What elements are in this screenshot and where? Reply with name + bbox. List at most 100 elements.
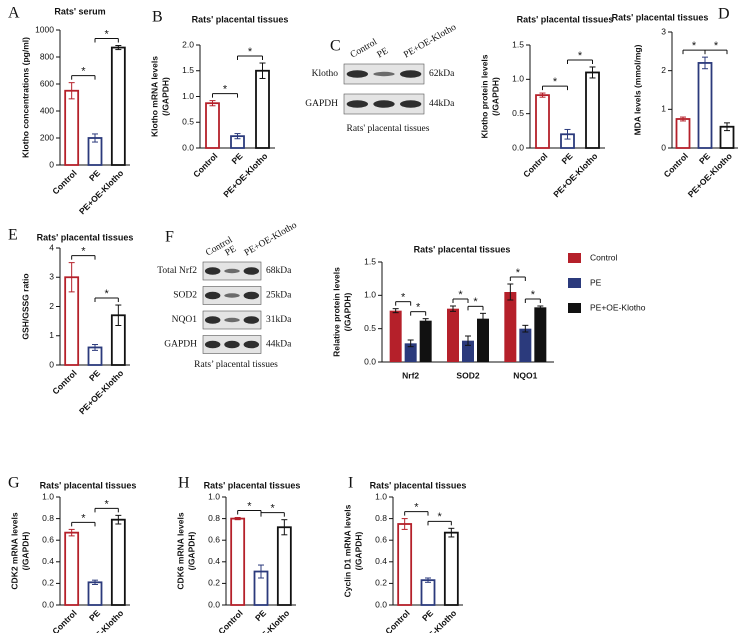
blot-band — [243, 291, 260, 300]
significance-label: * — [247, 500, 252, 512]
significance-label: * — [401, 292, 406, 304]
significance-label: * — [271, 503, 276, 515]
lane-label: PE — [376, 46, 391, 60]
panel-label: B — [152, 9, 163, 26]
blot-caption: Rats' placental tissues — [347, 124, 430, 134]
y-tick-label: 0.5 — [182, 117, 194, 127]
y-tick-label: 1.0 — [364, 290, 376, 300]
y-tick-label: 0.4 — [42, 556, 54, 566]
significance-label: * — [414, 502, 419, 514]
y-tick-label: 0.0 — [208, 599, 220, 609]
significance-label: * — [458, 289, 463, 301]
legend-swatch — [568, 253, 581, 263]
blot-caption: Rats’ placental tissues — [194, 360, 278, 370]
y-tick-label: 0 — [661, 142, 666, 152]
bar — [404, 343, 417, 362]
x-tick-label: PE+OE-Klotho — [77, 608, 125, 633]
chart-title: Rats' placental tissues — [40, 480, 137, 490]
bar — [462, 340, 474, 362]
y-tick-label: 0.0 — [364, 356, 376, 366]
size-label: 25kDa — [266, 291, 292, 301]
y-tick-label: 0.5 — [364, 323, 376, 333]
blot-band — [224, 293, 240, 298]
significance-label: * — [81, 246, 86, 258]
y-tick-label: 800 — [40, 51, 54, 61]
y-axis-label: Relative protein levels — [331, 267, 341, 357]
y-axis-label: (/GAPDH) — [186, 531, 196, 570]
y-tick-label: 0.8 — [208, 513, 220, 523]
x-tick-label: Control — [662, 151, 690, 179]
x-tick-label: SOD2 — [456, 370, 479, 380]
x-tick-label: Control — [50, 368, 78, 396]
legend-label: Control — [590, 252, 618, 262]
x-tick-label: PE+OE-Klotho — [551, 151, 599, 199]
chart-title: Rats' placental tissues — [612, 12, 709, 22]
blot-band — [243, 316, 260, 324]
blot-band — [224, 340, 240, 349]
blot-band — [346, 70, 369, 78]
bar — [519, 328, 532, 362]
bar — [697, 62, 713, 149]
bar — [230, 517, 246, 606]
significance-label: * — [105, 288, 110, 300]
significance-label: * — [81, 66, 86, 78]
significance-label: * — [578, 50, 583, 62]
bar — [504, 292, 517, 362]
y-axis-label: GSH/GSSG ratio — [20, 273, 30, 339]
y-tick-label: 200 — [40, 132, 54, 142]
panel-label: H — [178, 475, 190, 492]
y-tick-label: 3 — [49, 272, 54, 282]
y-tick-label: 1.5 — [182, 65, 194, 75]
x-tick-label: Control — [383, 608, 411, 633]
x-tick-label: Control — [216, 608, 244, 633]
bar — [87, 581, 103, 606]
bar — [585, 71, 600, 149]
y-tick-label: 400 — [40, 105, 54, 115]
bar — [534, 307, 547, 362]
y-tick-label: 2 — [661, 65, 666, 75]
y-tick-label: 0.2 — [375, 578, 387, 588]
x-tick-label: NQO1 — [513, 370, 537, 380]
significance-label: * — [248, 46, 253, 58]
y-tick-label: 1.0 — [182, 91, 194, 101]
chart-title: Rats' placental tissues — [370, 480, 467, 490]
bar — [255, 69, 270, 149]
y-tick-label: 0.0 — [512, 142, 524, 152]
y-tick-label: 0.8 — [375, 513, 387, 523]
y-tick-label: 1000 — [35, 24, 54, 34]
y-axis-label: Klotho mRNA levels — [149, 56, 159, 137]
row-label: Klotho — [312, 69, 339, 79]
y-tick-label: 0.6 — [42, 534, 54, 544]
y-tick-label: 3 — [661, 26, 666, 36]
x-tick-label: Control — [521, 151, 549, 179]
panel-label: F — [165, 229, 174, 246]
lane-label: PE+OE-Klotho — [243, 220, 299, 258]
size-label: 62kDa — [429, 69, 455, 79]
panel-label: E — [8, 227, 18, 244]
x-tick-label: Nrf2 — [402, 370, 419, 380]
significance-label: * — [473, 296, 478, 308]
bar — [397, 523, 413, 606]
x-tick-label: Control — [191, 151, 219, 179]
significance-label: * — [416, 302, 421, 314]
y-tick-label: 0.8 — [42, 513, 54, 523]
row-label: GAPDH — [164, 340, 197, 350]
y-axis-label: CDK2 mRNA levels — [9, 512, 19, 589]
panel-label: C — [330, 38, 341, 55]
x-tick-label: PE — [697, 151, 712, 166]
size-label: 44kDa — [266, 340, 292, 350]
blot-band — [204, 316, 221, 324]
legend-label: PE — [590, 277, 602, 287]
y-tick-label: 1 — [49, 330, 54, 340]
bar — [675, 118, 691, 149]
lane-label: Control — [349, 37, 379, 60]
significance-label: * — [438, 511, 443, 523]
chart-title: Rats' placental tissues — [37, 232, 134, 242]
y-tick-label: 0 — [49, 159, 54, 169]
legend-swatch — [568, 303, 581, 313]
x-tick-label: PE+OE-Klotho — [243, 608, 291, 633]
significance-label: * — [553, 76, 558, 88]
blot-band — [204, 291, 221, 300]
blot-band — [243, 340, 260, 349]
